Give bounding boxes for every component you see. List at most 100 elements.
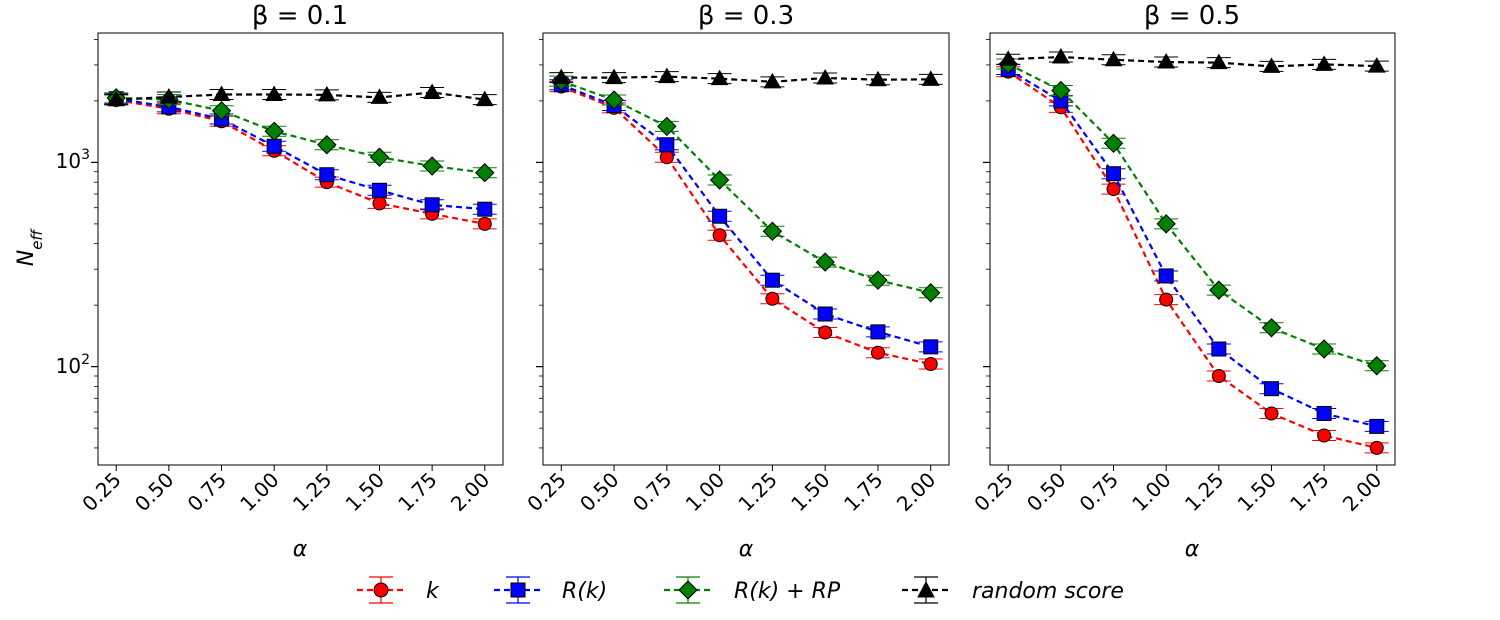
data-point-square	[371, 182, 387, 198]
data-point-square	[1106, 166, 1122, 182]
x-axis-label: α	[293, 537, 308, 562]
data-point-diamond	[868, 270, 888, 290]
panel-beta-0-1: β = 0.1 α 0.25 0.50 0.75 1.00 1.25 1.50 1.75 2.…	[77, 1, 504, 562]
legend-entry-r-k: R(k)	[494, 576, 607, 604]
data-point-triangle	[816, 68, 835, 85]
data-point-triangle	[710, 69, 729, 86]
x-tick-label: 0.25	[77, 468, 125, 516]
data-point-diamond	[1156, 214, 1176, 234]
data-point-diamond	[1103, 133, 1124, 154]
x-tick-label: 0.75	[628, 468, 676, 516]
x-tick-label: 1.50	[786, 468, 834, 516]
plot-frame	[97, 32, 504, 466]
data-point-diamond	[657, 116, 677, 137]
data-point-diamond	[1314, 339, 1334, 359]
data-point-diamond	[921, 283, 941, 303]
data-point-diamond	[422, 156, 442, 176]
x-tick-label: 1.25	[288, 468, 336, 516]
data-point-triangle	[657, 67, 676, 84]
legend-label: R(k) + RP	[734, 579, 841, 604]
data-point-circle	[1159, 292, 1174, 307]
tick-layer: 0.25 0.50 0.75 1.00 1.25 1.50 1.75 2.00	[969, 39, 1386, 516]
x-tick-label: 1.75	[1285, 468, 1333, 516]
series-line-r-k-	[1007, 68, 1378, 428]
series-line-r-k-	[116, 97, 485, 211]
x-tick-label: 2.00	[446, 468, 494, 516]
x-tick-label: 1.50	[1233, 468, 1281, 516]
data-point-diamond	[369, 147, 390, 167]
x-tick-label: 2.00	[1338, 468, 1386, 516]
data-point-triangle	[370, 88, 389, 104]
data-point-square	[870, 324, 886, 340]
y-axis-label-main: N	[14, 250, 39, 266]
y-tick-label-100: 102	[56, 352, 90, 378]
data-point-triangle	[1052, 48, 1070, 64]
data-point-square	[1369, 418, 1385, 434]
data-point-square	[923, 339, 939, 355]
y-tick-label-1000: 103	[56, 147, 90, 173]
data-point-triangle	[1262, 57, 1281, 73]
plot-frame	[989, 32, 1396, 466]
plot-layer	[549, 67, 943, 372]
series-line-k	[560, 85, 931, 366]
legend-marker-triangle	[917, 580, 935, 598]
y-tick-labels: 103 102	[56, 147, 90, 378]
legend-label: random score	[972, 579, 1124, 604]
series-line-r-k-rp	[1007, 63, 1378, 367]
legend-label: R(k)	[562, 579, 607, 604]
data-point-square	[659, 137, 675, 153]
data-point-square	[424, 197, 440, 213]
legend-marker-circle	[373, 582, 389, 598]
data-point-triangle	[160, 87, 178, 104]
x-tick-label: 1.25	[1180, 468, 1228, 516]
legend-label: k	[426, 579, 440, 604]
plot-frame	[542, 32, 950, 466]
data-point-diamond	[1261, 318, 1282, 338]
x-tick-label: 1.50	[341, 468, 389, 516]
data-point-circle	[818, 325, 833, 340]
series-line-k	[1007, 70, 1378, 450]
legend-marker-diamond	[678, 580, 698, 600]
legend-marker-square	[510, 582, 526, 598]
data-point-circle	[372, 196, 387, 211]
data-point-circle	[1106, 182, 1121, 197]
data-point-circle	[923, 357, 938, 372]
y-axis-label-sub: eff	[28, 228, 46, 250]
data-point-triangle	[552, 68, 571, 85]
x-tick-label: 0.25	[522, 468, 570, 516]
legend-entry-random-score: random score	[902, 576, 1124, 604]
series-line-r-k-	[560, 83, 932, 348]
panel-title: β = 0.5	[1144, 1, 1240, 31]
data-point-triangle	[869, 70, 887, 87]
data-point-triangle	[1157, 53, 1176, 69]
data-point-square	[764, 272, 780, 288]
data-point-triangle	[475, 90, 494, 107]
x-axis-label: α	[1185, 537, 1200, 562]
data-point-circle	[1264, 406, 1279, 421]
data-point-diamond	[604, 90, 624, 110]
x-tick-label: 1.00	[681, 468, 729, 516]
data-point-triangle	[265, 85, 284, 101]
series-line-r-k-rp	[560, 80, 931, 294]
panel-title: β = 0.1	[252, 1, 348, 31]
panel-beta-0-3: β = 0.3 α 0.25 0.50 0.75 1.00 1.25 1.50 1.75 2.…	[522, 1, 950, 562]
x-tick-label: 1.75	[839, 468, 887, 516]
data-point-triangle	[107, 90, 126, 107]
legend-entry-r-k-rp: R(k) + RP	[664, 576, 841, 604]
data-point-circle	[1369, 440, 1384, 455]
data-point-square	[712, 208, 728, 224]
data-point-triangle	[1315, 55, 1333, 71]
data-point-triangle	[605, 68, 623, 85]
x-axis-label: α	[739, 537, 754, 562]
x-tick-label: 0.50	[130, 468, 178, 516]
x-tick-label: 1.00	[1127, 468, 1175, 516]
data-point-diamond	[317, 135, 337, 155]
data-point-triangle	[921, 70, 940, 86]
data-point-circle	[712, 228, 727, 243]
panel-title: β = 0.3	[698, 1, 794, 31]
data-point-square	[319, 167, 335, 183]
data-point-triangle	[999, 50, 1018, 66]
data-point-diamond	[211, 101, 232, 121]
data-point-triangle	[1209, 53, 1228, 70]
